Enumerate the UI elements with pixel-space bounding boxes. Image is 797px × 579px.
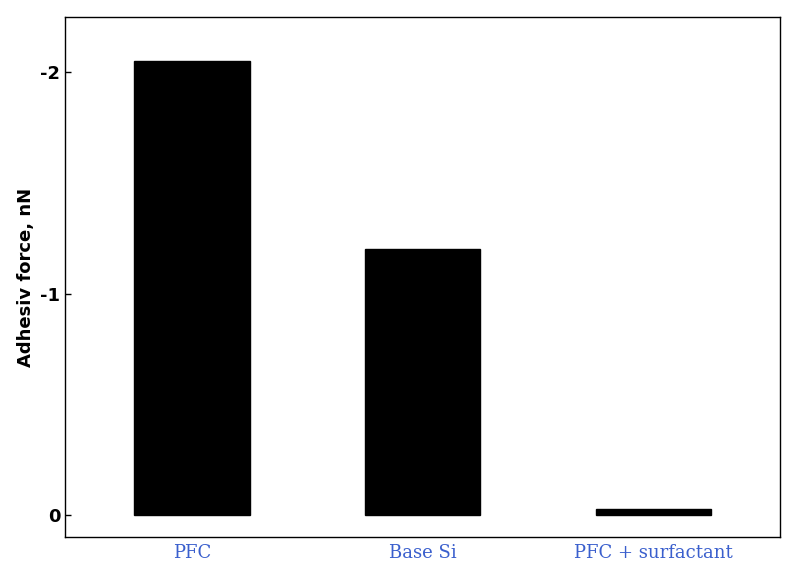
Bar bbox=[135, 61, 249, 515]
Bar bbox=[595, 508, 711, 515]
Bar bbox=[365, 250, 481, 515]
Y-axis label: Adhesiv force, nN: Adhesiv force, nN bbox=[17, 188, 34, 367]
